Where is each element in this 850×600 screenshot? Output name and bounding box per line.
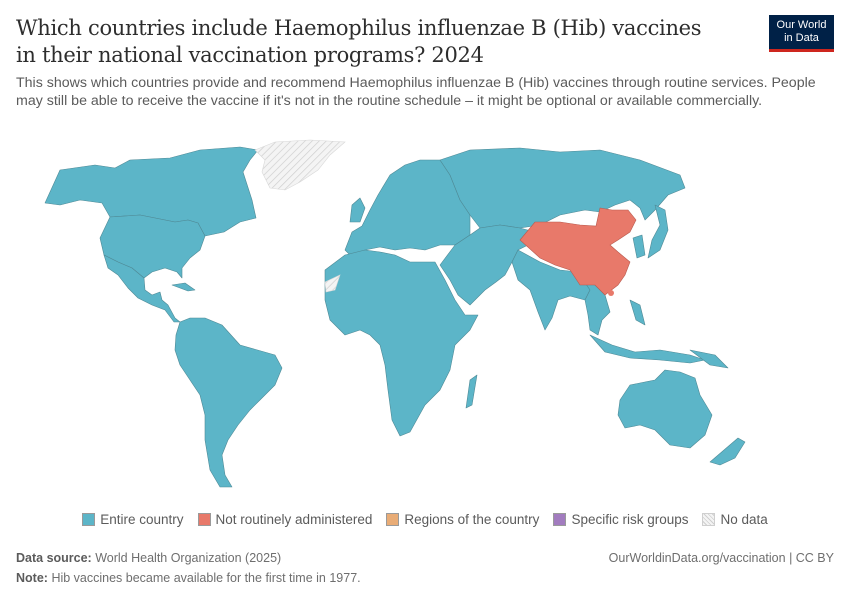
legend-label: Entire country bbox=[100, 512, 184, 527]
chart-subtitle: This shows which countries provide and r… bbox=[16, 75, 816, 109]
swatch-regions-icon bbox=[386, 513, 400, 526]
legend-not-routinely-administered[interactable]: Not routinely administered bbox=[197, 512, 373, 527]
legend-label: No data bbox=[720, 512, 768, 527]
source-link[interactable]: World Health Organization (2025) bbox=[95, 551, 282, 565]
swatch-no-data-icon bbox=[702, 513, 716, 526]
logo-line-2: in Data bbox=[784, 32, 819, 44]
country-japan[interactable] bbox=[647, 204, 669, 259]
country-uk[interactable] bbox=[349, 197, 366, 223]
country-greenland[interactable] bbox=[254, 139, 346, 191]
owid-logo[interactable]: Our World in Data bbox=[769, 15, 834, 52]
swatch-entire-country-icon bbox=[82, 513, 96, 526]
country-korea[interactable] bbox=[632, 234, 646, 259]
country-philippines[interactable] bbox=[629, 299, 646, 326]
logo-line-1: Our World bbox=[776, 19, 827, 31]
legend-specific-risk-groups[interactable]: Specific risk groups bbox=[553, 512, 688, 527]
note-label: Note: bbox=[16, 571, 48, 585]
chart-title: Which countries include Haemophilus infl… bbox=[16, 16, 702, 67]
legend-entire-country[interactable]: Entire country bbox=[82, 512, 184, 527]
country-south-america[interactable] bbox=[174, 317, 283, 488]
legend-regions-of-country[interactable]: Regions of the country bbox=[386, 512, 539, 527]
legend-label: Specific risk groups bbox=[571, 512, 689, 527]
country-cuba[interactable] bbox=[171, 282, 196, 292]
country-mexico[interactable] bbox=[103, 254, 181, 323]
country-china-hainan[interactable] bbox=[608, 290, 614, 296]
country-madagascar[interactable] bbox=[465, 374, 478, 409]
country-western-sahara[interactable] bbox=[324, 274, 341, 293]
legend: Entire country Not routinely administere… bbox=[0, 512, 850, 527]
country-new-zealand[interactable] bbox=[709, 437, 746, 466]
region-africa[interactable] bbox=[324, 249, 479, 437]
footer-sources: Data source: World Health Organization (… bbox=[16, 548, 361, 588]
legend-label: Not routinely administered bbox=[215, 512, 373, 527]
footer-url[interactable]: OurWorldinData.org/vaccination | CC BY bbox=[608, 551, 834, 565]
country-china[interactable] bbox=[519, 207, 637, 296]
world-map bbox=[44, 139, 746, 488]
swatch-risk-groups-icon bbox=[553, 513, 567, 526]
country-papua-new-guinea[interactable] bbox=[689, 349, 729, 369]
country-russia[interactable] bbox=[439, 147, 686, 229]
region-south-asia[interactable] bbox=[511, 249, 591, 331]
source-label: Data source: bbox=[16, 551, 92, 565]
note-text: Hib vaccines became available for the fi… bbox=[51, 571, 361, 585]
legend-label: Regions of the country bbox=[404, 512, 540, 527]
country-australia[interactable] bbox=[617, 369, 713, 449]
region-indonesia[interactable] bbox=[589, 334, 706, 364]
legend-no-data[interactable]: No data bbox=[702, 512, 768, 527]
swatch-not-routine-icon bbox=[197, 513, 211, 526]
